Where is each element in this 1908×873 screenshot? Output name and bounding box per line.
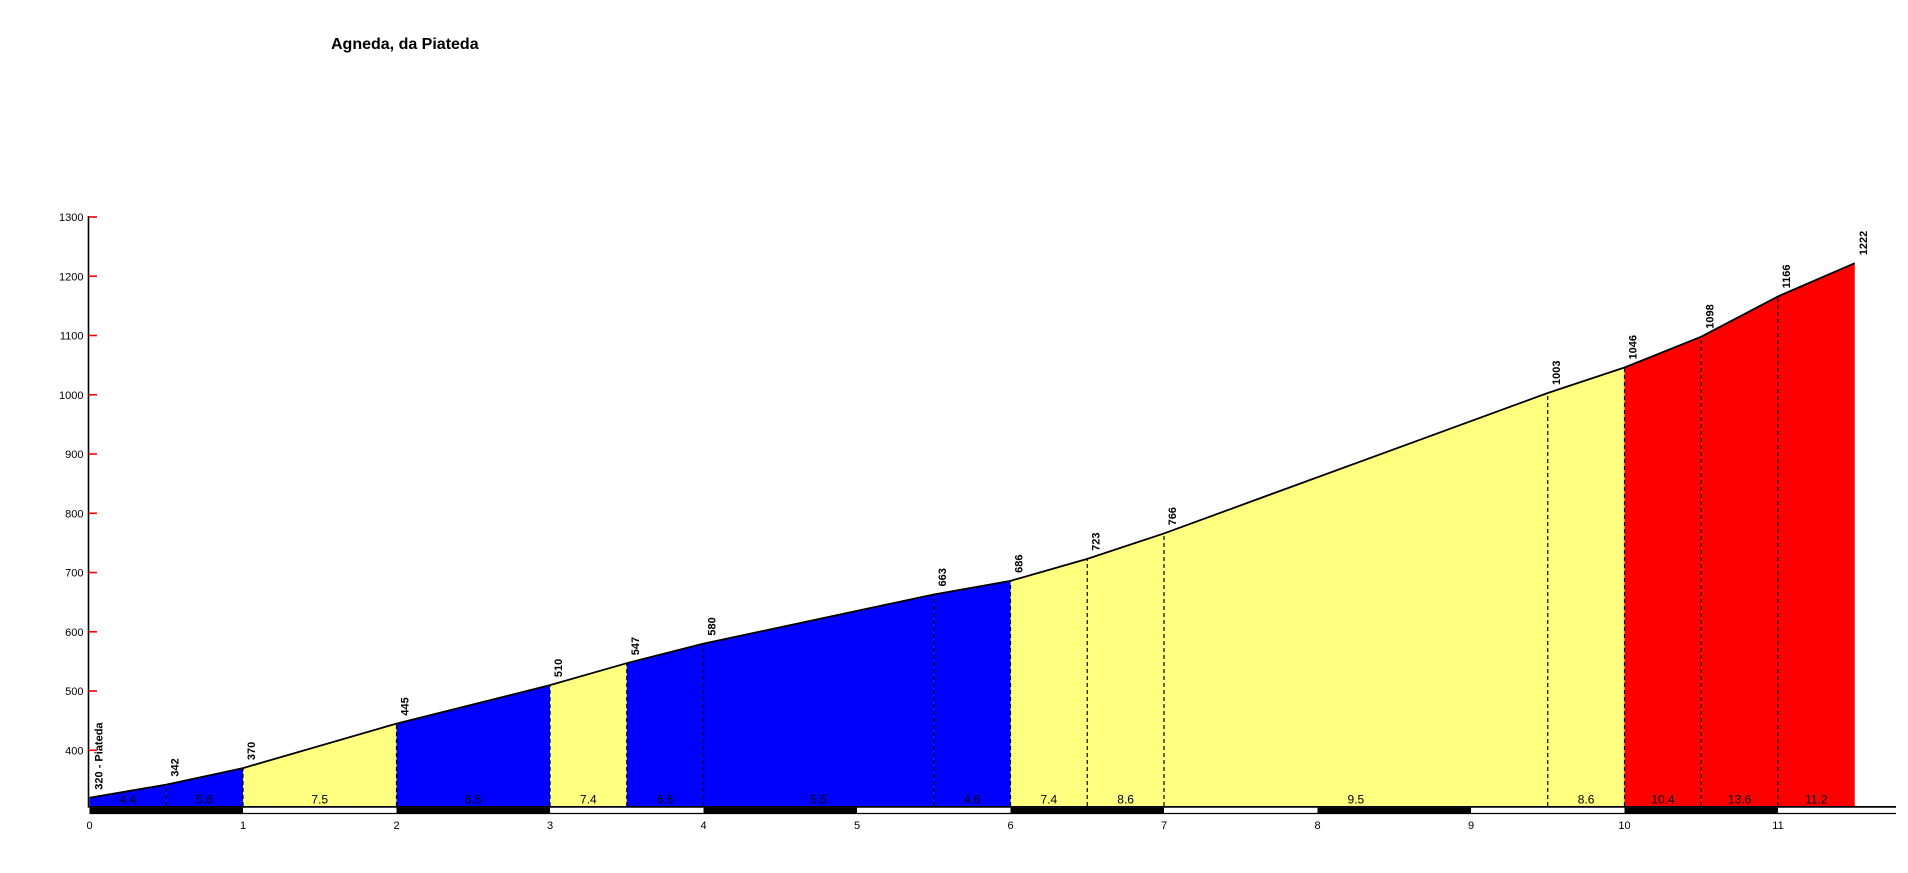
gradient-label: 13.6 [1728, 793, 1752, 807]
segment-fill [550, 663, 627, 806]
y-tick-label: 700 [65, 568, 83, 580]
x-tick-label: 5 [854, 820, 860, 832]
segment-fill [1701, 296, 1778, 806]
x-tick-label: 7 [1161, 820, 1167, 832]
y-tick-label: 1100 [60, 331, 84, 343]
elevation-label: 580 [707, 617, 719, 635]
gradient-label: 5.5 [810, 793, 827, 807]
segment-fill [1547, 367, 1625, 806]
elevation-label: 547 [630, 637, 642, 655]
y-tick-label: 500 [65, 686, 83, 698]
segment-fill [89, 784, 167, 806]
x-tick-label: 1 [240, 820, 246, 832]
km-bar-segment [1317, 807, 1471, 814]
elevation-label: 686 [1014, 554, 1026, 572]
gradient-label: 6.5 [465, 793, 482, 807]
segment-fill [1087, 533, 1164, 806]
gradient-label: 10.4 [1651, 793, 1675, 807]
segment-fill [243, 723, 397, 806]
elevation-label: 370 [246, 742, 258, 760]
elevation-label: 1098 [1704, 304, 1716, 328]
elevation-label: 766 [1167, 507, 1179, 525]
segment-fill [396, 685, 550, 806]
gradient-label: 11.2 [1805, 793, 1828, 807]
x-tick-label: 6 [1007, 820, 1013, 832]
elevation-label: 510 [553, 659, 565, 677]
km-bar-segment [89, 807, 243, 814]
x-tick-label: 3 [547, 820, 553, 832]
gradient-label: 6.6 [657, 793, 674, 807]
elevation-label: 1046 [1628, 335, 1640, 359]
elevation-label: 663 [937, 568, 949, 586]
gradient-label: 5.6 [196, 793, 213, 807]
elevation-label: 723 [1090, 533, 1102, 551]
km-bar-segment [396, 807, 550, 814]
gradient-label: 4.4 [120, 793, 137, 807]
segment-fill [1778, 263, 1855, 806]
y-tick-label: 600 [65, 627, 83, 639]
segment-fill [703, 594, 934, 806]
gradient-label: 9.5 [1348, 793, 1365, 807]
start-label: 320 - Piateda [94, 722, 106, 790]
y-tick-label: 900 [65, 449, 83, 461]
y-tick-label: 800 [65, 508, 83, 520]
y-tick-label: 400 [65, 745, 83, 757]
elevation-label: 342 [169, 758, 181, 776]
segment-fill [933, 580, 1011, 806]
km-bar-segment [1010, 807, 1164, 814]
y-tick-label: 1200 [59, 271, 83, 283]
y-tick-label: 1300 [59, 212, 83, 224]
x-tick-label: 8 [1314, 820, 1320, 832]
summit-label: 1222 [1858, 231, 1870, 255]
segment-fill [1010, 558, 1088, 806]
elevation-label: 1166 [1781, 265, 1793, 289]
segment-fill [626, 643, 704, 806]
segment-fill [1624, 336, 1702, 806]
chart-title: Agneda, da Piateda [331, 36, 479, 53]
gradient-label: 7.4 [580, 793, 597, 807]
gradient-label: 8.6 [1117, 793, 1134, 807]
x-tick-label: 11 [1772, 820, 1783, 832]
x-tick-label: 0 [86, 820, 92, 832]
gradient-label: 7.4 [1041, 793, 1058, 807]
x-tick-label: 10 [1618, 820, 1630, 832]
profile-outline [89, 262, 1856, 799]
segment-fill [1164, 392, 1548, 806]
elevation-label: 1003 [1551, 361, 1563, 385]
segment-fill [166, 768, 243, 806]
gradient-label: 8.6 [1578, 793, 1595, 807]
gradient-label: 7.5 [311, 793, 328, 807]
km-bar-segment [1624, 807, 1778, 814]
gradient-label: 4.6 [964, 793, 981, 807]
x-tick-label: 2 [393, 820, 399, 832]
y-tick-label: 1000 [59, 390, 83, 402]
x-tick-label: 9 [1468, 820, 1474, 832]
km-bar-segment [703, 807, 857, 814]
x-tick-label: 4 [700, 820, 706, 832]
elevation-label: 445 [400, 697, 412, 715]
